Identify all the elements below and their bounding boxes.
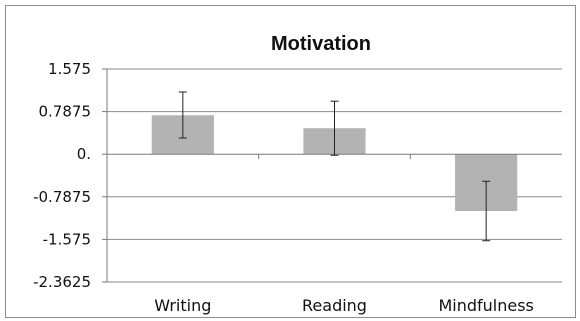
y-tick-label: -0.7875 (33, 188, 91, 206)
y-tick-label: -1.575 (43, 230, 91, 248)
y-tick-label: -2.3625 (33, 273, 91, 291)
category-label: Mindfulness (438, 296, 533, 315)
error-bars (178, 91, 491, 242)
y-tick-label: 1.575 (48, 60, 91, 78)
labels: 1.575 0.7875 0. -0.7875 -1.575 -2.3625 Writing… (33, 60, 534, 315)
category-label: Writing (154, 296, 211, 315)
y-tick-label: 0. (77, 145, 91, 163)
y-tick-label: 0.7875 (39, 103, 92, 121)
chart-title: Motivation (271, 33, 371, 55)
category-label: Reading (302, 296, 367, 315)
